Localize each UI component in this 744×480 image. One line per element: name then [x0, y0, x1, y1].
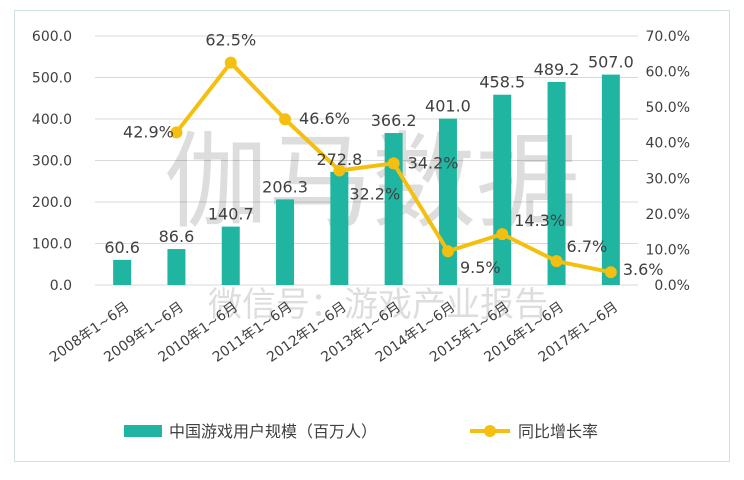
left-tick-label: 400.0 — [32, 112, 72, 128]
growth-point — [170, 126, 183, 139]
bar-data-label: 140.7 — [208, 205, 254, 224]
growth-point — [496, 228, 509, 241]
left-tick-label: 500.0 — [32, 71, 72, 87]
line-data-label: 62.5% — [205, 31, 256, 50]
watermark-sub: 微信号：游戏产业报告 — [208, 285, 548, 325]
right-tick-label: 60.0% — [646, 65, 690, 81]
growth-point — [333, 164, 346, 177]
bar-data-labels: 60.6 86.6 140.7 206.3 272.8 366.2 401.0 458.5 48… — [104, 53, 633, 257]
left-tick-label: 300.0 — [32, 154, 72, 170]
bar-data-label: 401.0 — [425, 97, 471, 116]
line-data-label: 9.5% — [460, 258, 501, 277]
growth-point — [441, 245, 454, 258]
line-data-label: 42.9% — [123, 122, 174, 141]
line-series — [170, 56, 617, 279]
right-tick-label: 40.0% — [646, 136, 690, 152]
left-tick-label: 100.0 — [32, 237, 72, 253]
bar — [330, 171, 349, 285]
left-tick-label: 200.0 — [32, 195, 72, 211]
bar-data-label: 489.2 — [534, 60, 580, 79]
bar — [493, 94, 512, 285]
line-data-label: 32.2% — [349, 184, 400, 203]
growth-point — [604, 266, 617, 279]
left-tick-label: 0.0 — [50, 278, 72, 294]
bar — [167, 249, 186, 285]
legend: 中国游戏用户规模（百万人） 同比增长率 — [124, 422, 598, 441]
bar-data-label: 206.3 — [262, 177, 308, 196]
right-tick-label: 0.0% — [654, 278, 690, 294]
bar-data-label: 272.8 — [316, 150, 362, 169]
line-data-label: 34.2% — [408, 153, 459, 172]
chart-frame — [14, 10, 730, 462]
bar-data-label: 60.6 — [104, 238, 140, 257]
line-data-label: 3.6% — [623, 260, 664, 279]
line-data-label: 6.7% — [567, 237, 608, 256]
right-tick-label: 30.0% — [646, 171, 690, 187]
bar — [438, 118, 457, 286]
growth-point — [550, 255, 563, 268]
bar-data-label: 507.0 — [588, 53, 634, 72]
bar — [384, 133, 403, 285]
legend-label-bars: 中国游戏用户规模（百万人） — [169, 422, 377, 441]
left-axis-ticks: 0.0 100.0 200.0 300.0 400.0 500.0 600.0 — [32, 29, 72, 294]
legend-label-line: 同比增长率 — [518, 422, 598, 441]
line-data-label: 14.3% — [514, 211, 565, 230]
right-tick-label: 70.0% — [646, 29, 690, 45]
growth-point — [387, 157, 400, 170]
line-data-labels: 42.9% 62.5% 46.6% 32.2% 34.2% 9.5% 14.3%6.7% 3.… — [123, 31, 663, 280]
bar — [276, 199, 295, 285]
bar-data-label: 458.5 — [479, 73, 525, 92]
bar — [547, 81, 566, 286]
left-tick-label: 600.0 — [32, 29, 72, 45]
right-axis-ticks: 0.0% 10.0% 20.0% 30.0% 40.0% 50.0% 60.0% 70.0% — [646, 29, 690, 294]
line-data-label: 46.6% — [299, 109, 350, 128]
bar-series — [113, 74, 620, 286]
bar-data-label: 366.2 — [371, 111, 417, 130]
growth-point — [224, 56, 237, 69]
right-tick-label: 50.0% — [646, 100, 690, 116]
legend-marker-line — [484, 425, 496, 437]
bar-data-label: 86.6 — [159, 227, 195, 246]
bar — [601, 74, 620, 285]
legend-swatch-bars — [124, 425, 162, 437]
bar — [113, 259, 132, 285]
growth-point — [279, 113, 292, 126]
bar — [221, 226, 240, 285]
right-tick-label: 20.0% — [646, 207, 690, 223]
right-tick-label: 10.0% — [646, 242, 690, 258]
